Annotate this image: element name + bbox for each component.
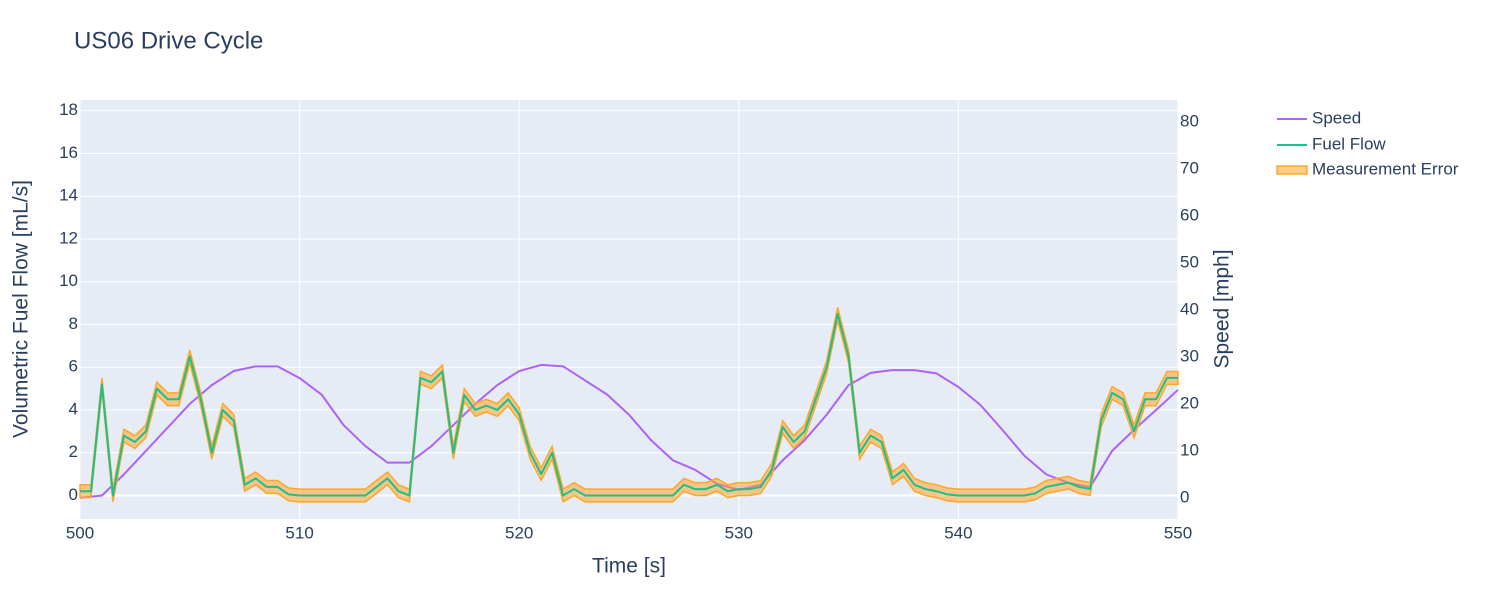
y2-tick-label: 40 (1180, 299, 1199, 318)
y-tick-label: 14 (59, 186, 78, 205)
y2-tick-label: 60 (1180, 206, 1199, 225)
y-tick-label: 16 (59, 143, 78, 162)
y2-tick-label: 20 (1180, 393, 1199, 412)
plot-background (80, 100, 1178, 519)
x-tick-label: 530 (725, 523, 753, 542)
legend-label: Fuel Flow (1312, 134, 1386, 153)
x-tick-label: 540 (944, 523, 972, 542)
legend-label: Measurement Error (1312, 159, 1459, 178)
y-axis-title: Volumetric Fuel Flow [mL/s] (10, 180, 33, 438)
legend: Speed Fuel Flow Measurement Error (1276, 108, 1459, 178)
y-tick-label: 10 (59, 271, 78, 290)
plot-marks (79, 307, 1179, 504)
y2-tick-label: 0 (1180, 487, 1189, 506)
y-tick-label: 6 (69, 357, 78, 376)
x-tick-label: 500 (66, 523, 94, 542)
y2-tick-label: 70 (1180, 159, 1199, 178)
y2-tick-label: 30 (1180, 346, 1199, 365)
legend-swatch (1276, 165, 1308, 175)
y-tick-label: 4 (69, 399, 78, 418)
y-tick-label: 12 (59, 228, 78, 247)
y-tick-label: 8 (69, 314, 78, 333)
y-tick-label: 0 (69, 485, 78, 504)
y2-tick-label: 50 (1180, 252, 1199, 271)
legend-label: Speed (1312, 108, 1361, 127)
series-line (80, 312, 1178, 497)
y-tick-label: 18 (59, 100, 78, 119)
series-line (79, 363, 1179, 499)
y2-tick-label: 10 (1180, 440, 1199, 459)
chart-title: US06 Drive Cycle (74, 27, 263, 54)
y2-axis-title: Speed [mph] (1211, 249, 1234, 368)
x-tick-label: 550 (1164, 523, 1192, 542)
x-tick-label: 520 (505, 523, 533, 542)
y2-tick-label: 80 (1180, 112, 1199, 131)
y-tick-label: 2 (69, 442, 78, 461)
x-tick-label: 510 (285, 523, 313, 542)
x-axis-title: Time [s] (592, 555, 666, 578)
